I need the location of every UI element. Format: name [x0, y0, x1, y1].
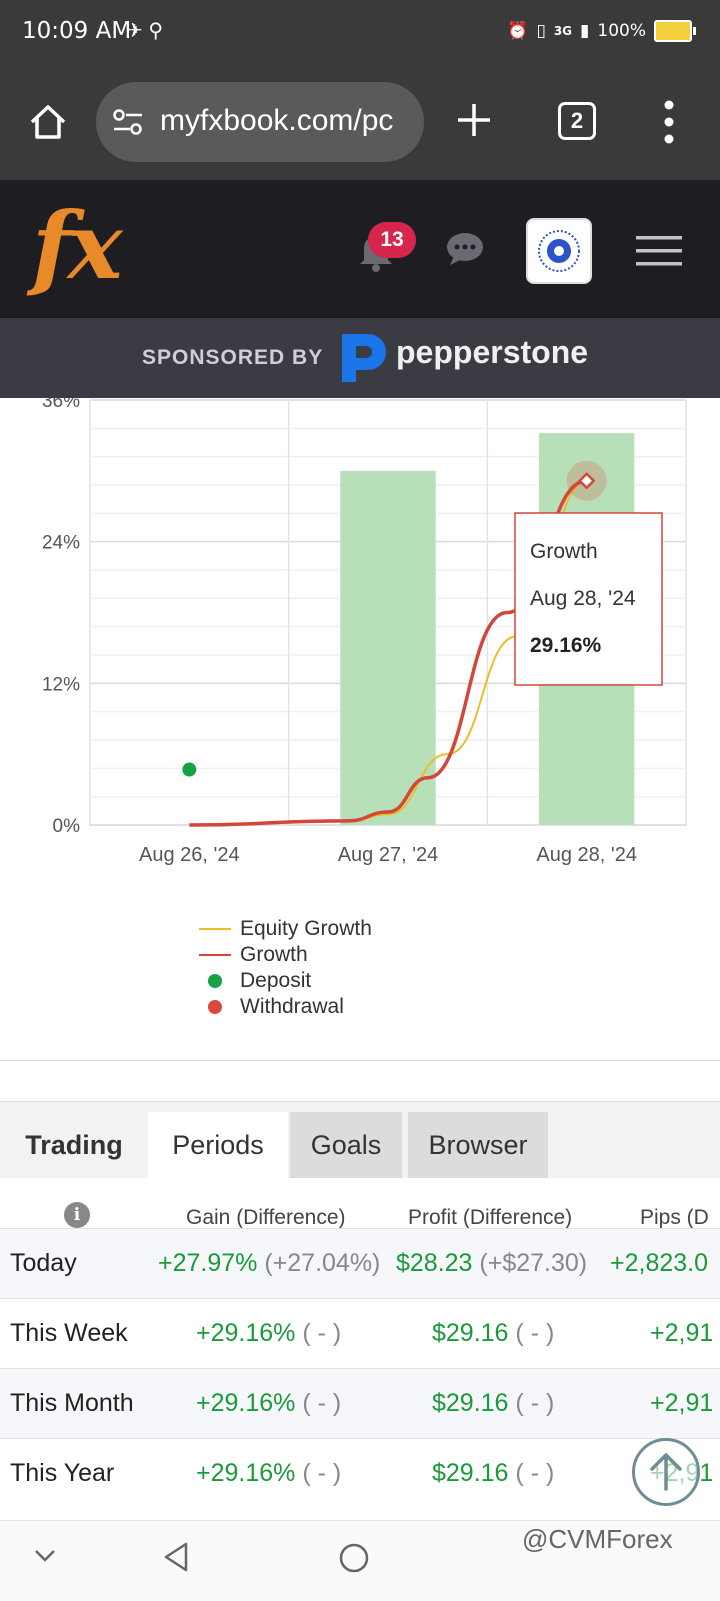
battery-icon — [654, 20, 696, 42]
legend-dot-withdrawal — [208, 1000, 222, 1014]
chart-bar — [340, 470, 436, 825]
tab-strip: Trading Periods Goals Browser — [0, 1101, 720, 1178]
legend-label: Deposit — [240, 969, 312, 992]
site-settings-icon[interactable] — [112, 107, 144, 137]
gain-cell: +29.16% ( - ) — [196, 1319, 342, 1347]
legend-item-withdrawal[interactable]: Withdrawal — [198, 994, 372, 1020]
growth-chart: 36% 24% 12% 0% Aug 26, '24 Aug 27, '24 Aug 28… — [42, 398, 687, 866]
home-nav-icon[interactable] — [338, 1542, 370, 1574]
y-tick-label: 36% — [42, 398, 80, 412]
period-label: This Week — [10, 1319, 128, 1347]
x-tick-label: Aug 26, '24 — [139, 844, 240, 866]
chart-tooltip: Growth Aug 28, '24 29.16% — [514, 512, 663, 686]
more-menu-icon[interactable] — [664, 100, 674, 144]
chat-icon[interactable] — [446, 232, 484, 266]
y-tick-label: 0% — [53, 816, 81, 837]
hamburger-menu-icon[interactable] — [636, 236, 682, 266]
x-axis: Aug 26, '24 Aug 27, '24 Aug 28, '24 — [139, 844, 637, 866]
legend-dot-deposit — [208, 974, 222, 988]
profit-cell: $29.16 ( - ) — [432, 1319, 555, 1347]
legend-label: Growth — [240, 943, 308, 966]
period-label: Today — [10, 1249, 77, 1277]
tab-periods[interactable]: Periods — [148, 1112, 288, 1178]
avatar[interactable] — [526, 218, 592, 284]
profit-cell: $28.23 (+$27.30) — [396, 1249, 588, 1277]
browser-toolbar: myfxbook.com/pc 2 — [0, 72, 720, 180]
sponsor-banner[interactable]: SPONSORED BY pepperstone — [0, 318, 720, 398]
deposit-point — [182, 762, 197, 777]
status-time: 10:09 AM — [22, 18, 132, 44]
pips-cell: +2,91 — [650, 1389, 714, 1417]
vibrate-icon: ▯ — [536, 21, 546, 41]
url-bar[interactable]: myfxbook.com/pc — [96, 82, 424, 162]
tab-trading[interactable]: Trading — [25, 1130, 123, 1160]
system-nav-bar — [0, 1520, 720, 1601]
tooltip-box — [514, 512, 663, 686]
header-pips[interactable]: Pips (D — [640, 1206, 709, 1229]
home-icon[interactable] — [28, 102, 68, 142]
status-bar: 10:09 AM ✈ ⚲ ⏰ ▯ 3G ▮ 100% — [0, 0, 720, 72]
gain-cell: +29.16% ( - ) — [196, 1459, 342, 1487]
table-row: Today +27.97% (+27.04%) $28.23 (+$27.30)… — [0, 1228, 720, 1299]
tab-goals[interactable]: Goals — [290, 1112, 402, 1178]
info-icon[interactable]: i — [64, 1202, 90, 1228]
legend-item-equity-growth[interactable]: Equity Growth — [198, 916, 372, 942]
new-tab-icon[interactable] — [456, 102, 492, 138]
profit-cell: $29.16 ( - ) — [432, 1459, 555, 1487]
network-label: 3G — [553, 24, 573, 38]
tooltip-date: Aug 28, '24 — [530, 587, 636, 610]
notification-badge: 13 — [368, 222, 416, 258]
chart-points — [182, 460, 607, 777]
gain-cell: +27.97% (+27.04%) — [158, 1249, 381, 1277]
signal-icon: ▮ — [580, 21, 590, 41]
tab-browser[interactable]: Browser — [408, 1112, 548, 1178]
scroll-to-top-button[interactable] — [632, 1438, 700, 1506]
legend-label: Equity Growth — [240, 917, 372, 940]
period-label: This Month — [10, 1389, 134, 1417]
section-divider — [0, 1060, 720, 1061]
legend-line-growth — [199, 954, 231, 956]
legend-label: Withdrawal — [240, 995, 344, 1018]
alarm-icon: ⏰ — [507, 21, 529, 41]
legend-line-equity — [199, 928, 231, 930]
tab-switcher-button[interactable]: 2 — [558, 102, 596, 140]
table-row: This Year +29.16% ( - ) $29.16 ( - ) +2,… — [0, 1438, 720, 1509]
y-axis: 36% 24% 12% 0% — [42, 398, 80, 837]
profit-cell: $29.16 ( - ) — [432, 1389, 555, 1417]
hover-marker — [577, 471, 596, 490]
back-icon[interactable] — [162, 1541, 190, 1573]
header-profit[interactable]: Profit (Difference) — [408, 1206, 573, 1229]
legend-item-growth[interactable]: Growth — [198, 942, 372, 968]
gain-cell: +29.16% ( - ) — [196, 1389, 342, 1417]
header-gain[interactable]: Gain (Difference) — [186, 1206, 346, 1229]
sponsor-brand: pepperstone — [396, 334, 589, 370]
pips-cell: +2,91 — [650, 1319, 714, 1347]
url-text[interactable]: myfxbook.com/pc — [160, 104, 394, 137]
x-tick-label: Aug 28, '24 — [536, 844, 637, 866]
periods-table: i Gain (Difference) Profit (Difference) … — [0, 1178, 720, 1518]
site-header: fx — [0, 180, 720, 318]
pips-cell: +2,823.0 — [610, 1249, 709, 1277]
table-row: This Month +29.16% ( - ) $29.16 ( - ) +2… — [0, 1368, 720, 1439]
y-tick-label: 12% — [42, 674, 80, 695]
sponsor-label: SPONSORED BY — [142, 346, 324, 369]
chevron-down-icon[interactable] — [34, 1549, 56, 1563]
y-tick-label: 24% — [42, 533, 80, 554]
battery-text: 100% — [597, 21, 646, 41]
tooltip-title: Growth — [530, 540, 598, 563]
myfxbook-logo[interactable]: fx — [32, 192, 122, 300]
chart-legend: Equity Growth Growth Deposit Withdrawal — [198, 916, 372, 1020]
status-icons: ⏰ ▯ 3G ▮ 100% — [507, 20, 696, 42]
x-tick-label: Aug 27, '24 — [338, 844, 439, 866]
period-label: This Year — [10, 1459, 115, 1487]
watermark: @CVMForex — [522, 1524, 673, 1554]
telegram-icon: ✈ ⚲ — [126, 20, 163, 42]
table-row: This Week +29.16% ( - ) $29.16 ( - ) +2,… — [0, 1298, 720, 1369]
legend-item-deposit[interactable]: Deposit — [198, 968, 372, 994]
pepperstone-logo-icon — [342, 334, 386, 382]
tooltip-value: 29.16% — [530, 634, 602, 657]
